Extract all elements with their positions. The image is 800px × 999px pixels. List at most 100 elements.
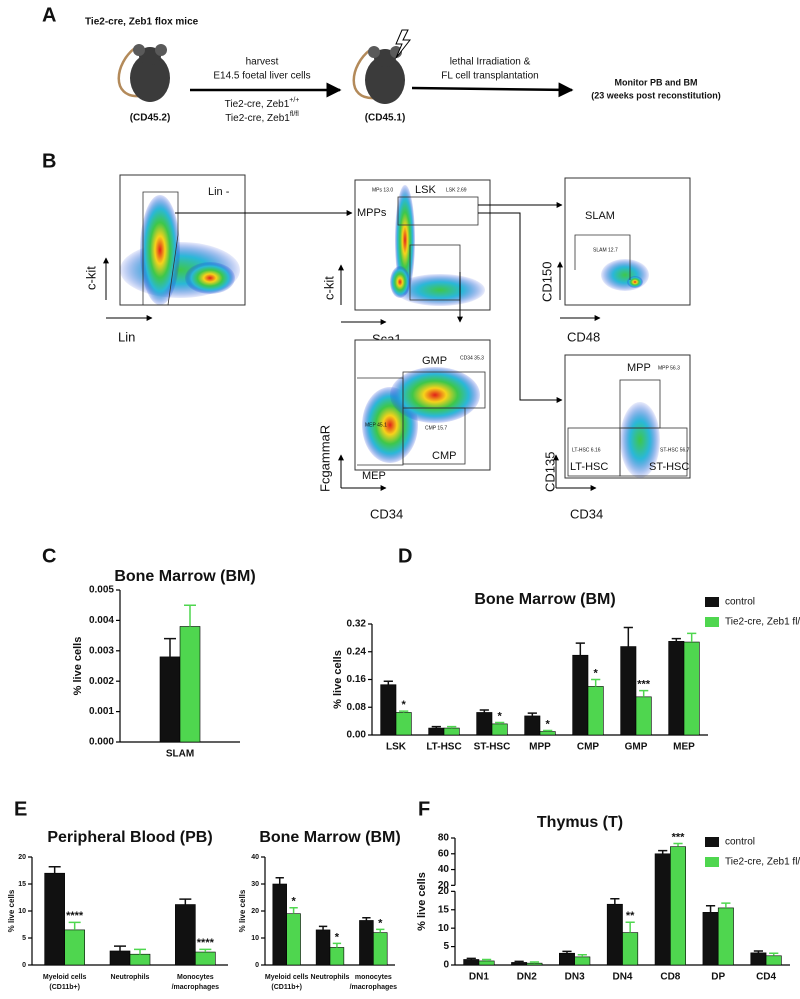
significance: ** [626, 910, 635, 922]
legend-label: Tie2-cre, Zeb1 fl/fl [725, 857, 800, 868]
error-bar [753, 950, 764, 953]
error-bar [639, 689, 649, 697]
significance: * [498, 710, 503, 722]
y-tick-label: 15 [18, 881, 26, 888]
x-tick-label: LT-HSC [426, 742, 461, 753]
bar [765, 955, 782, 966]
y-tick-label: 5 [443, 941, 449, 952]
x-tick-label: CD4 [756, 972, 776, 983]
x-tick-sublabel: /macrophages [350, 984, 398, 991]
y-tick-label: 40 [438, 864, 450, 875]
x-tick-label: LSK [386, 742, 407, 753]
y-tick-label: 0.005 [89, 585, 114, 596]
bar [750, 952, 767, 966]
gate-label: MEP [362, 470, 386, 482]
y-axis-label: % live cells [416, 872, 428, 931]
density [620, 402, 660, 478]
error-bar [332, 942, 342, 948]
bar [476, 712, 493, 736]
bar [359, 920, 374, 966]
bar [44, 872, 65, 966]
gate-label: MPPs [357, 207, 387, 219]
error-bar [399, 710, 409, 713]
bar [511, 962, 528, 966]
error-bar [383, 680, 393, 685]
bar [109, 950, 131, 966]
gate [619, 427, 688, 477]
error-bar [68, 921, 81, 930]
y-axis-label: % live cells [332, 650, 344, 709]
axis-label: CD135 [542, 452, 557, 492]
bar [179, 626, 201, 743]
y-tick-label: 0.004 [89, 615, 114, 626]
x-tick-label: DN2 [517, 972, 537, 983]
x-tick-label: CD8 [660, 972, 680, 983]
bar [717, 907, 734, 966]
gate-label: Lin - [208, 186, 230, 198]
y-tick-label: 80 [438, 833, 450, 844]
error-bar [721, 902, 731, 908]
bar [315, 929, 331, 966]
y-tick-label: 0 [22, 962, 26, 969]
legend-swatch [705, 617, 719, 627]
genotype: Tie2-cre, Zeb1fl/fl [225, 111, 299, 124]
error-bar [275, 877, 284, 884]
y-tick-label: 5 [22, 935, 26, 942]
bar [395, 712, 412, 736]
significance: * [402, 699, 407, 711]
bar [526, 962, 543, 966]
error-bar [495, 721, 505, 724]
bar [64, 929, 85, 966]
genotype-sup: +/+ [289, 97, 299, 104]
panel-letter: A [42, 4, 56, 26]
x-tick-label: DN3 [565, 972, 585, 983]
panel-a: A Tie2-cre, Zeb1 flox mice (CD45.2) harv… [42, 4, 721, 123]
panel-b: B Lin - c-kit Lin MPPs LSK MPs 13.0 LSK … [42, 150, 691, 521]
error-bar [671, 637, 681, 642]
error-bar [705, 904, 716, 913]
error-bar [184, 604, 196, 627]
x-tick-label: Myeloid cells [265, 974, 309, 981]
x-tick-label: monocytes [355, 974, 392, 981]
legend-label: Tie2-cre, Zeb1 fl/fl [725, 617, 800, 628]
y-tick-label: 20 [438, 886, 450, 897]
bar [129, 953, 151, 966]
bar [702, 912, 719, 966]
gate-label: MPP [627, 362, 651, 374]
mouse-icon [117, 44, 170, 102]
gate [142, 191, 179, 306]
gate-label: ST-HSC [649, 461, 689, 473]
bar [559, 952, 575, 966]
significance: **** [66, 910, 84, 922]
y-tick-label: 40 [251, 854, 259, 861]
error-bar [179, 898, 192, 905]
y-tick-label: 10 [251, 935, 259, 942]
axis-label: CD48 [567, 329, 600, 344]
bar [478, 960, 495, 966]
donor-label: (CD45.2) [130, 113, 171, 124]
y-tick-label: 0 [255, 962, 259, 969]
gate-stat: CD34 35.3 [460, 355, 484, 361]
gate-label: SLAM [585, 210, 615, 222]
bar [443, 727, 460, 736]
x-tick-label: ST-HSC [474, 742, 511, 753]
error-bar [610, 897, 620, 905]
bar [683, 641, 700, 736]
significance: * [335, 931, 340, 943]
error-bar [658, 849, 668, 854]
chart-title: Peripheral Blood (PB) [47, 829, 212, 846]
bar [654, 853, 671, 966]
gate [397, 196, 479, 226]
bar [175, 904, 196, 966]
y-tick-label: 0.08 [347, 702, 367, 713]
error-bar [479, 709, 489, 713]
x-tick-label: Myeloid cells [43, 974, 87, 981]
y-tick-label: 0.00 [347, 730, 367, 741]
error-bar [164, 637, 176, 657]
axis-label: c-kit [83, 266, 98, 290]
bar [668, 641, 685, 736]
error-bar [591, 678, 601, 687]
chart-title: Bone Marrow (BM) [474, 591, 615, 608]
x-tick-label: Neutrophils [111, 974, 150, 981]
genotype: Tie2-cre, Zeb1+/+ [225, 97, 300, 110]
